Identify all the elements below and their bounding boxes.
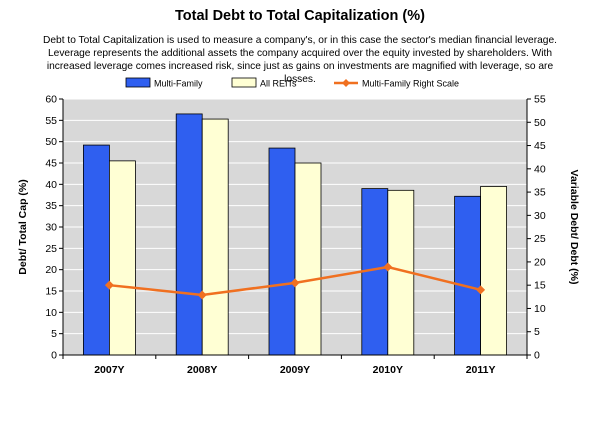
y2-tick-label: 0: [534, 350, 540, 362]
bar: [175, 113, 203, 356]
bar: [454, 195, 482, 356]
legend-label: Multi-Family Right Scale: [362, 79, 459, 89]
y-tick-label: 35: [45, 200, 57, 212]
y-tick-label: 45: [45, 158, 57, 170]
y-tick-label: 50: [45, 136, 57, 148]
legend-swatch: [125, 77, 151, 88]
y2-axis-title: Variable Debt/ Debt (%): [568, 170, 580, 285]
y2-tick-label: 30: [534, 210, 546, 222]
bar: [294, 162, 322, 356]
legend-label: All REITs: [260, 79, 297, 89]
bar: [268, 147, 296, 356]
x-tick-label: 2007Y: [94, 364, 124, 376]
x-tick-label: 2009Y: [280, 364, 310, 376]
data-point: [197, 290, 207, 300]
y-tick-label: 30: [45, 222, 57, 234]
y-tick-label: 60: [45, 94, 57, 106]
x-tick-label: 2011Y: [466, 364, 496, 376]
y2-tick-label: 50: [534, 117, 546, 129]
y-tick-label: 5: [51, 328, 57, 340]
y-axis-title: Debt/ Total Cap (%): [17, 179, 29, 274]
y-tick-label: 55: [45, 115, 57, 127]
x-tick-label: 2010Y: [373, 364, 403, 376]
y2-tick-label: 45: [534, 140, 546, 152]
y-tick-label: 15: [45, 286, 57, 298]
data-point: [290, 278, 300, 288]
legend-swatch: [231, 77, 257, 88]
legend-marker: [342, 79, 350, 87]
data-point: [476, 285, 486, 295]
data-point: [383, 262, 393, 272]
bar: [201, 118, 229, 356]
bar: [83, 144, 110, 356]
bar: [480, 186, 508, 356]
y-tick-label: 20: [45, 264, 57, 276]
y2-tick-label: 35: [534, 187, 546, 199]
data-point: [104, 280, 114, 290]
y-tick-label: 25: [45, 243, 57, 255]
y2-tick-label: 25: [534, 233, 546, 245]
y2-tick-label: 10: [534, 303, 546, 315]
y2-tick-label: 15: [534, 280, 546, 292]
y2-tick-label: 20: [534, 256, 546, 268]
y-tick-label: 0: [51, 350, 57, 362]
x-tick-label: 2008Y: [187, 364, 217, 376]
y2-tick-label: 40: [534, 163, 546, 175]
y-tick-label: 10: [45, 307, 57, 319]
chart-title: Total Debt to Total Capitalization (%): [175, 8, 425, 24]
y-tick-label: 40: [45, 179, 57, 191]
y2-tick-label: 55: [534, 94, 546, 106]
bar: [109, 160, 136, 356]
chart-subtitle: Debt to Total Capitalization is used to …: [43, 35, 557, 85]
legend-label: Multi-Family: [154, 79, 203, 89]
y2-tick-label: 5: [534, 326, 540, 338]
